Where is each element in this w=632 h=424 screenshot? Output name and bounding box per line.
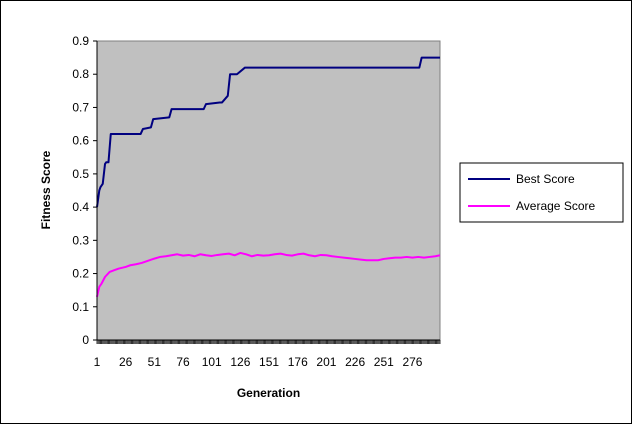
x-tick-label: 76 xyxy=(176,355,190,369)
x-tick-label: 201 xyxy=(316,355,336,369)
x-tick-label: 126 xyxy=(230,355,250,369)
x-axis-ticks: 1 26 51 76 101 126 151 176 201 226 251 276 xyxy=(94,340,441,369)
y-tick-label: 0.3 xyxy=(72,233,89,247)
x-tick-label: 1 xyxy=(94,355,101,369)
y-tick-label: 0.7 xyxy=(72,100,89,114)
y-axis-ticks: 0 0.1 0.2 0.3 0.4 0.5 0.6 0.7 0.8 0.9 xyxy=(72,34,97,347)
y-tick-label: 0.6 xyxy=(72,134,89,148)
series-line-best-score xyxy=(96,56,440,208)
x-tick-label: 226 xyxy=(345,355,365,369)
x-tick-label: 276 xyxy=(402,355,422,369)
x-tick-label: 251 xyxy=(374,355,394,369)
x-tick-label: 151 xyxy=(259,355,279,369)
x-tick-label: 26 xyxy=(119,355,133,369)
legend: Best Score Average Score xyxy=(459,162,624,223)
legend-label: Average Score xyxy=(516,199,595,213)
x-tick-label: 51 xyxy=(148,355,162,369)
legend-box xyxy=(459,162,624,223)
x-tick-label: 101 xyxy=(202,355,222,369)
y-tick-label: 0.5 xyxy=(72,167,89,181)
x-tick-label: 176 xyxy=(288,355,308,369)
y-tick-label: 0.4 xyxy=(72,200,89,214)
y-axis-title: Fitness Score xyxy=(39,150,53,229)
y-tick-label: 0 xyxy=(82,333,89,347)
plot-area xyxy=(96,40,441,341)
y-tick-label: 0.9 xyxy=(72,34,89,48)
y-tick-label: 0.1 xyxy=(72,300,89,314)
y-tick-label: 0.2 xyxy=(72,267,89,281)
series-lines xyxy=(96,56,441,298)
x-axis-title: Generation xyxy=(237,386,300,400)
legend-label: Best Score xyxy=(516,172,575,186)
series-line-average-score xyxy=(96,251,441,298)
y-tick-label: 0.8 xyxy=(72,67,89,81)
